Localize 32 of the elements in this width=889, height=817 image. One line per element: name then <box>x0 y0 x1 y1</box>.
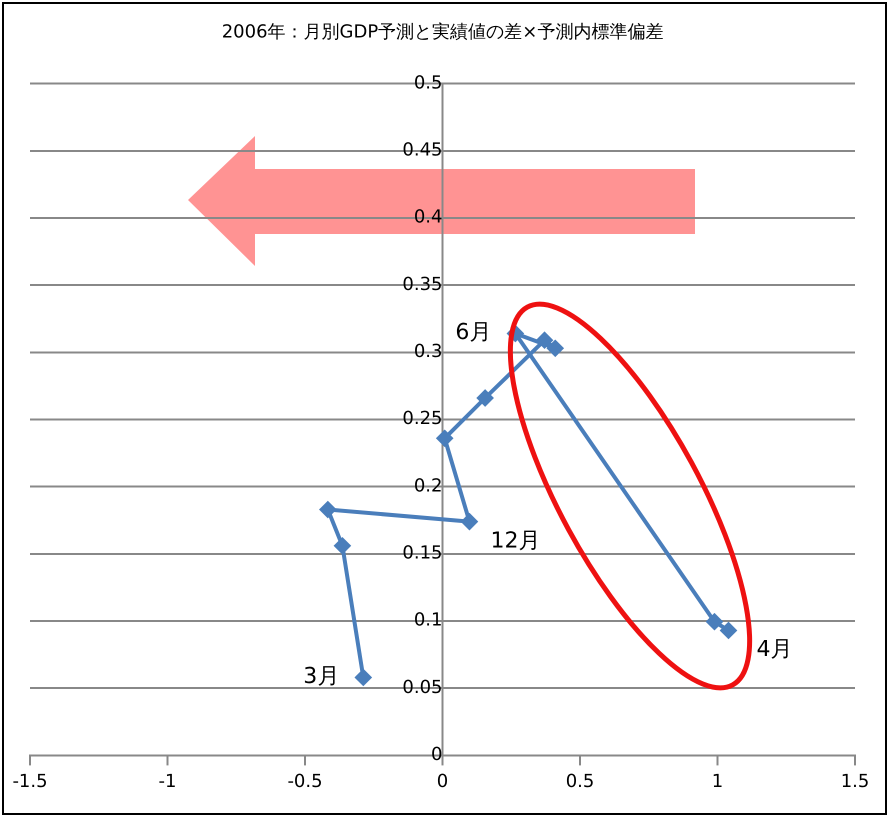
annotation: 3月 <box>303 664 340 690</box>
y-tick-label: 0.25 <box>402 408 442 430</box>
x-tick-label: -1 <box>158 770 176 792</box>
annotation: 6月 <box>455 320 492 346</box>
y-tick-label: 0.5 <box>414 72 442 94</box>
y-tick-label: 0.2 <box>414 475 442 496</box>
x-tick-label: 1 <box>712 770 724 792</box>
y-tick-label: 0.35 <box>402 274 442 295</box>
point <box>536 332 553 348</box>
point <box>706 614 722 630</box>
point <box>547 340 564 356</box>
point <box>477 390 494 406</box>
annotation: 12月 <box>490 528 540 554</box>
y-tick-label: 0 <box>431 744 442 766</box>
x-tick-label: 0.5 <box>566 770 594 792</box>
point <box>355 669 372 686</box>
chart-title: 2006年：月別GDP予測と実績値の差×予測内標準偏差 <box>222 21 664 42</box>
point <box>720 622 736 638</box>
x-tick-label: -1.5 <box>12 770 48 792</box>
point <box>320 502 336 518</box>
y-tick-label: 0.15 <box>402 542 442 564</box>
y-tick-label: 0.05 <box>402 676 442 698</box>
point <box>334 538 350 554</box>
point <box>461 514 478 530</box>
y-tick-label: 0.1 <box>414 610 442 631</box>
x-tick-label: 1.5 <box>840 770 870 792</box>
y-tick-label: 0.45 <box>402 139 442 160</box>
point <box>436 430 453 446</box>
annotation: 4月 <box>756 637 792 662</box>
y-tick-label: 0.3 <box>414 340 442 362</box>
y-tick-label: 0.4 <box>414 206 442 228</box>
x-tick-label: -0.5 <box>287 770 323 792</box>
